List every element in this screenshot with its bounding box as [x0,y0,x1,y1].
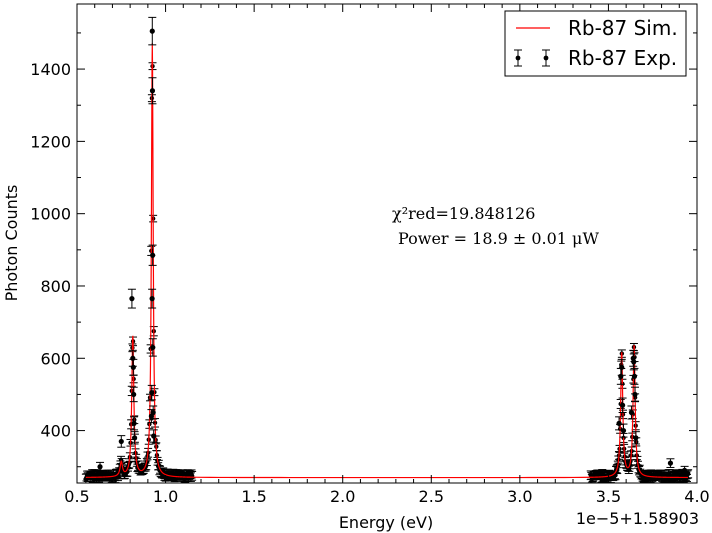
exp-data-point [129,358,138,376]
exp-marker [618,373,624,379]
exp-data-point [629,353,638,371]
exp-data-point [96,461,105,472]
exp-marker [131,420,137,426]
y-tick-label: 1400 [30,60,71,79]
x-tick-label: 2.0 [330,487,355,506]
legend-box [504,10,687,77]
exp-data-point [148,288,157,309]
exp-data-point [631,386,639,403]
exp-data-point [148,77,157,105]
exp-marker [149,28,155,34]
exp-marker [130,364,136,370]
exp-marker [631,373,638,379]
exp-data-point [117,435,126,448]
exp-marker [129,296,135,302]
exp-marker [632,391,638,398]
exp-marker [150,409,156,416]
exp-data-point [148,244,157,266]
y-tick-label: 400 [40,422,71,441]
exp-marker [131,391,137,398]
y-tick-label: 600 [40,349,71,368]
exp-marker [149,296,155,302]
exp-marker [631,359,637,365]
exp-data-point [666,458,675,468]
y-tick-label: 1200 [30,132,71,151]
y-tick-label: 1000 [30,205,71,224]
exp-marker [150,344,156,351]
plot-content [81,16,693,483]
exp-data-point [147,384,156,401]
exp-data-point [616,367,625,385]
exp-marker [149,88,156,94]
x-tick-label: 4.0 [684,487,709,506]
exp-data-point [127,288,136,309]
x-axis-title: Energy (eV) [339,513,433,532]
fit-annotation: χ²red=19.848126 Power = 18.9 ± 0.01 μW [392,204,599,248]
exp-data-point [149,405,158,420]
exp-marker [150,252,156,258]
exp-data-point [618,397,627,414]
exp-marker [667,460,674,466]
x-tick-label: 3.0 [507,487,532,506]
x-tick-label: 2.5 [419,487,444,506]
exp-data-point [148,338,157,357]
exp-marker [97,464,103,470]
exp-marker [685,471,691,476]
exp-marker [633,435,639,441]
exp-data-point [130,416,139,431]
exp-marker [619,364,625,370]
legend-exp-swatch [514,49,550,67]
exp-data-point [129,386,138,403]
exp-data-point [631,431,640,445]
exp-data-point [627,405,636,420]
exp-data-point [148,16,157,46]
exp-marker [628,409,635,416]
exp-data-point [617,358,626,376]
x-tick-label: 1.0 [153,487,178,506]
exp-marker [682,467,688,473]
exp-data-point [680,465,689,475]
plot-area [81,16,693,483]
exp-data-point [619,423,628,438]
exp-data-point [149,429,158,443]
sim-curve [85,43,688,479]
legend-exp-label: Rb-87 Exp. [568,46,677,70]
legend: Rb-87 Sim. Rb-87 Exp. [504,10,687,77]
axes: 0.5 1.0 1.5 2.0 2.5 3.0 3.5 4.0 400 600 800 1000 120… [30,3,710,506]
exp-marker [118,438,124,445]
exp-marker [151,433,157,439]
exp-data-point [630,367,639,385]
exp-peak-points [96,16,689,475]
exp-marker [131,435,138,441]
chi-squared-label: χ²red=19.848126 [392,204,535,223]
plot-frame [76,3,698,484]
y-axis-title: Photon Counts [2,185,21,302]
exp-marker [149,390,155,396]
exp-marker [130,355,136,361]
exp-marker [620,402,626,408]
x-tick-label: 1.5 [241,487,266,506]
x-tick-label: 3.5 [596,487,621,506]
exp-noise-points [81,62,693,483]
exp-data-point [128,349,137,367]
exp-data-point [130,431,139,445]
y-tick-label: 800 [40,277,71,296]
x-axis-offset-label: 1e−5+1.58903 [576,509,699,528]
exp-marker [616,420,622,426]
exp-marker [620,427,627,434]
legend-sim-label: Rb-87 Sim. [568,16,678,40]
power-label: Power = 18.9 ± 0.01 μW [398,229,599,248]
x-tick-label: 0.5 [64,487,89,506]
